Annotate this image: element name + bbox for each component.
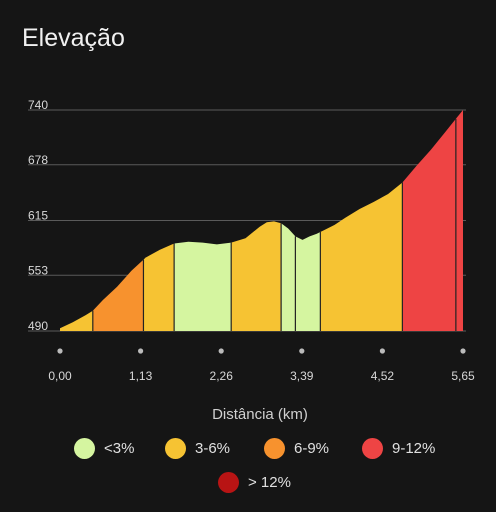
legend-label: 6-9% xyxy=(294,440,330,457)
x-tick-dot xyxy=(379,348,385,354)
x-tick-label: 0,00 xyxy=(48,369,72,383)
grade-segment xyxy=(402,118,456,331)
legend-swatch xyxy=(165,438,186,459)
grade-segment xyxy=(295,232,321,331)
legend-item: <3% xyxy=(74,438,134,459)
y-axis-ticks: 490 553 615 678 740 xyxy=(28,98,48,333)
grade-segment xyxy=(92,259,144,331)
legend-item: 3-6% xyxy=(165,438,230,459)
legend-item: 6-9% xyxy=(264,438,329,459)
page-title: Elevação xyxy=(22,24,125,52)
elevation-chart: 490 553 615 678 740 0,00 1,13 2,26 3,39 4,52 5,65 xyxy=(28,98,475,383)
grade-segment xyxy=(143,243,175,331)
grade-segment xyxy=(60,310,93,331)
grade-segment xyxy=(231,221,282,331)
legend-item: > 12% xyxy=(218,472,291,493)
x-tick-dot xyxy=(57,348,63,354)
grade-segment xyxy=(174,241,232,331)
x-axis-ticks: 0,00 1,13 2,26 3,39 4,52 5,65 xyxy=(48,348,475,383)
x-tick-label: 1,13 xyxy=(129,369,153,383)
x-tick-label: 4,52 xyxy=(371,369,395,383)
x-tick-dot xyxy=(460,348,466,354)
x-tick-label: 5,65 xyxy=(451,369,475,383)
x-tick-dot xyxy=(138,348,144,354)
x-tick-dot xyxy=(299,348,305,354)
grade-segment xyxy=(281,223,296,331)
x-tick-label: 3,39 xyxy=(290,369,314,383)
y-tick-label: 615 xyxy=(28,209,48,223)
legend-label: 9-12% xyxy=(392,440,436,457)
y-tick-label: 490 xyxy=(28,319,48,333)
y-tick-label: 740 xyxy=(28,98,48,112)
segment-separators xyxy=(92,118,457,331)
legend-label: 3-6% xyxy=(195,440,231,457)
y-tick-label: 553 xyxy=(28,263,48,277)
grade-segment xyxy=(320,182,403,331)
y-tick-label: 678 xyxy=(28,153,48,167)
legend-label: > 12% xyxy=(248,474,291,491)
x-tick-dot xyxy=(218,348,224,354)
legend-swatch xyxy=(362,438,383,459)
legend-swatch xyxy=(264,438,285,459)
grade-segment xyxy=(455,110,463,331)
legend-swatch xyxy=(218,472,239,493)
legend-label: <3% xyxy=(104,440,135,457)
elevation-area xyxy=(60,110,463,331)
x-tick-label: 2,26 xyxy=(210,369,234,383)
legend-item: 9-12% xyxy=(362,438,435,459)
x-axis-label: Distância (km) xyxy=(212,406,308,423)
legend-swatch xyxy=(74,438,95,459)
